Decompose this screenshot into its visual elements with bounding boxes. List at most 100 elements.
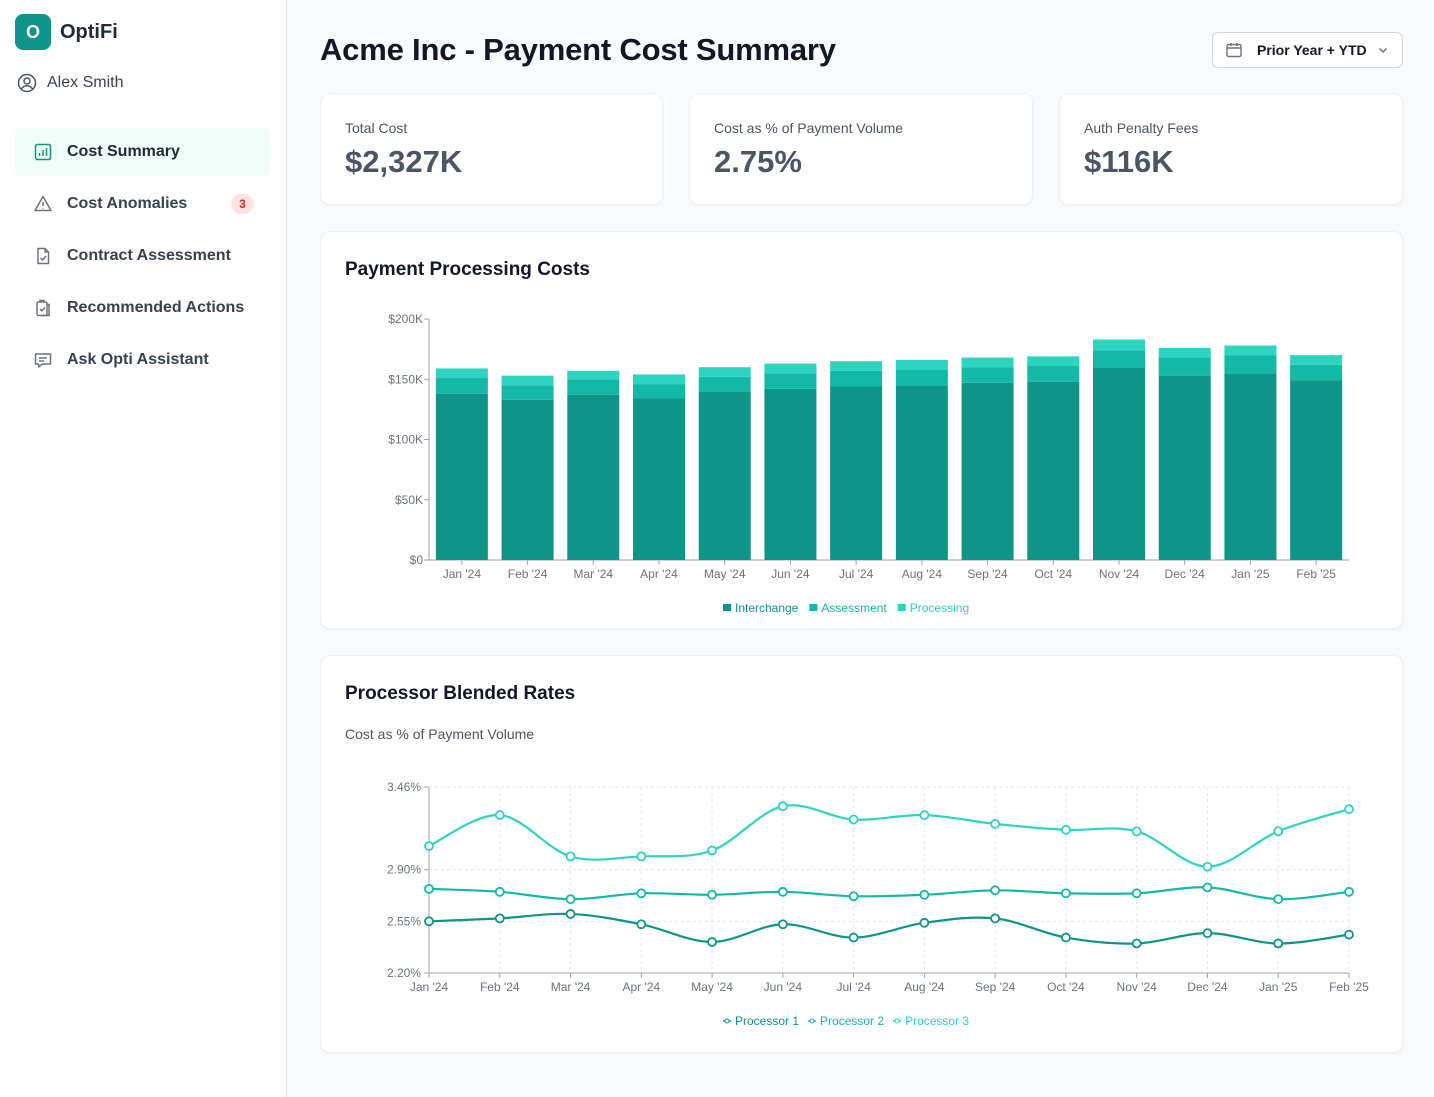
data-point-processor-3 bbox=[707, 845, 717, 856]
chart-subtitle: Cost as % of Payment Volume bbox=[345, 726, 535, 742]
x-tick-label: Jan '25 bbox=[1259, 980, 1298, 994]
data-point-processor-2 bbox=[848, 891, 859, 902]
bar-segment-assessment bbox=[895, 369, 948, 386]
bar-segment-processing bbox=[961, 357, 1014, 368]
data-point-processor-2 bbox=[424, 883, 434, 894]
payment-processing-costs-card: Payment Processing Costs $0 $50K $100K $150… bbox=[320, 231, 1403, 629]
x-tick-label: Feb '25 bbox=[1296, 567, 1336, 581]
legend-swatch bbox=[809, 604, 818, 611]
bar-segment-interchange bbox=[961, 382, 1014, 560]
document-check-icon bbox=[33, 246, 53, 266]
kpi-card-auth-penalty: Auth Penalty Fees $116K bbox=[1059, 93, 1403, 205]
data-point-processor-3 bbox=[565, 851, 576, 862]
x-tick-label: Feb '25 bbox=[1329, 980, 1369, 994]
bar-segment-interchange bbox=[1158, 375, 1211, 560]
x-tick-label: Dec '24 bbox=[1165, 567, 1206, 581]
chart-title: Processor Blended Rates bbox=[345, 683, 576, 704]
y-tick-label: 3.46% bbox=[387, 780, 421, 794]
kpi-value: 2.75% bbox=[714, 144, 802, 179]
data-point-processor-3 bbox=[1273, 826, 1284, 837]
y-tick-label: $150K bbox=[388, 372, 423, 386]
data-point-processor-2 bbox=[636, 888, 647, 899]
sidebar-item-label: Cost Summary bbox=[67, 143, 180, 160]
data-point-processor-2 bbox=[1061, 888, 1071, 899]
sidebar-item-label: Recommended Actions bbox=[67, 299, 245, 316]
bar-segment-assessment bbox=[633, 384, 685, 399]
x-tick-label: Mar '24 bbox=[551, 980, 591, 994]
data-point-processor-1 bbox=[1061, 932, 1071, 943]
bar-segment-assessment bbox=[830, 370, 883, 387]
sidebar-item-contract-assessment[interactable]: Contract Assessment bbox=[15, 232, 270, 280]
bar-segment-interchange bbox=[633, 398, 685, 560]
period-select[interactable]: Prior Year + YTD bbox=[1212, 32, 1403, 68]
bar-segment-interchange bbox=[567, 394, 620, 560]
kpi-value: $116K bbox=[1084, 144, 1174, 179]
legend-swatch bbox=[897, 604, 906, 611]
bar-segment-assessment bbox=[435, 378, 488, 394]
data-point-processor-1 bbox=[919, 917, 930, 928]
bar-segment-processing bbox=[1224, 345, 1277, 356]
x-tick-label: Apr '24 bbox=[640, 567, 678, 581]
bar-segment-processing bbox=[830, 361, 883, 371]
x-tick-label: Apr '24 bbox=[622, 980, 660, 994]
bar-segment-interchange bbox=[435, 393, 488, 560]
page-title: Acme Inc - Payment Cost Summary bbox=[320, 32, 836, 67]
user-name: Alex Smith bbox=[47, 74, 124, 91]
bar-segment-assessment bbox=[1093, 350, 1145, 368]
bar-segment-processing bbox=[567, 370, 620, 380]
bar-segment-interchange bbox=[1027, 381, 1080, 560]
clipboard-icon bbox=[33, 298, 53, 318]
sidebar-item-ask-opti-assistant[interactable]: Ask Opti Assistant bbox=[15, 336, 270, 384]
data-point-processor-1 bbox=[707, 937, 717, 947]
legend-label: Interchange bbox=[735, 601, 799, 615]
legend-marker bbox=[809, 1018, 815, 1024]
bar-segment-processing bbox=[764, 363, 817, 374]
bar-segment-interchange bbox=[1290, 380, 1343, 560]
data-point-processor-3 bbox=[1202, 861, 1213, 872]
data-point-processor-1 bbox=[848, 932, 859, 943]
bar-segment-assessment bbox=[1027, 365, 1080, 382]
calendar-icon bbox=[1226, 43, 1242, 58]
bar-segment-interchange bbox=[501, 399, 554, 560]
app-name: OptiFi bbox=[60, 20, 118, 43]
x-tick-label: Jan '24 bbox=[410, 980, 449, 994]
brand[interactable]: O OptiFi bbox=[15, 14, 118, 50]
sidebar-item-recommended-actions[interactable]: Recommended Actions bbox=[15, 284, 270, 332]
x-tick-label: Jul '24 bbox=[839, 567, 874, 581]
data-point-processor-2 bbox=[777, 886, 788, 897]
legend-label: Assessment bbox=[821, 601, 887, 615]
data-point-processor-1 bbox=[636, 919, 647, 930]
data-point-processor-3 bbox=[919, 810, 930, 820]
sidebar-item-cost-anomalies[interactable]: Cost Anomalies 3 bbox=[15, 180, 270, 228]
data-point-processor-3 bbox=[777, 801, 788, 812]
data-point-processor-1 bbox=[565, 909, 576, 919]
bar-segment-processing bbox=[1093, 339, 1145, 351]
legend-label: Processor 3 bbox=[905, 1014, 969, 1028]
user-profile[interactable]: Alex Smith bbox=[17, 73, 123, 93]
x-tick-label: May '24 bbox=[691, 980, 733, 994]
legend-swatch bbox=[723, 604, 731, 611]
processor-blended-rates-chart: 2.20% 2.55% 2.90% 3.46% Jan '24 Feb '24 Mar '2… bbox=[387, 780, 1369, 1028]
x-tick-label: Aug '24 bbox=[902, 567, 943, 581]
data-point-processor-2 bbox=[494, 886, 505, 897]
sidebar-item-cost-summary[interactable]: Cost Summary bbox=[15, 128, 270, 176]
x-tick-label: Oct '24 bbox=[1047, 980, 1085, 994]
y-tick-label: $0 bbox=[410, 553, 424, 567]
sidebar-item-label: Ask Opti Assistant bbox=[67, 351, 209, 368]
data-point-processor-2 bbox=[707, 889, 717, 900]
data-point-processor-2 bbox=[1273, 894, 1284, 905]
legend-marker bbox=[894, 1018, 900, 1024]
bar-segment-interchange bbox=[830, 386, 883, 560]
sidebar-item-label: Contract Assessment bbox=[67, 247, 231, 264]
x-tick-label: Sep '24 bbox=[975, 980, 1016, 994]
x-tick-label: Mar '24 bbox=[573, 567, 613, 581]
kpi-card-total-cost: Total Cost $2,327K bbox=[320, 93, 663, 205]
x-tick-label: May '24 bbox=[704, 567, 746, 581]
x-tick-label: Sep '24 bbox=[967, 567, 1008, 581]
data-point-processor-3 bbox=[848, 814, 859, 825]
y-tick-label: $50K bbox=[395, 493, 423, 507]
kpi-card-cost-percent: Cost as % of Payment Volume 2.75% bbox=[689, 93, 1033, 205]
series-line-processor-2 bbox=[428, 886, 1350, 901]
data-point-processor-2 bbox=[919, 889, 930, 900]
bar-segment-assessment bbox=[961, 367, 1014, 383]
